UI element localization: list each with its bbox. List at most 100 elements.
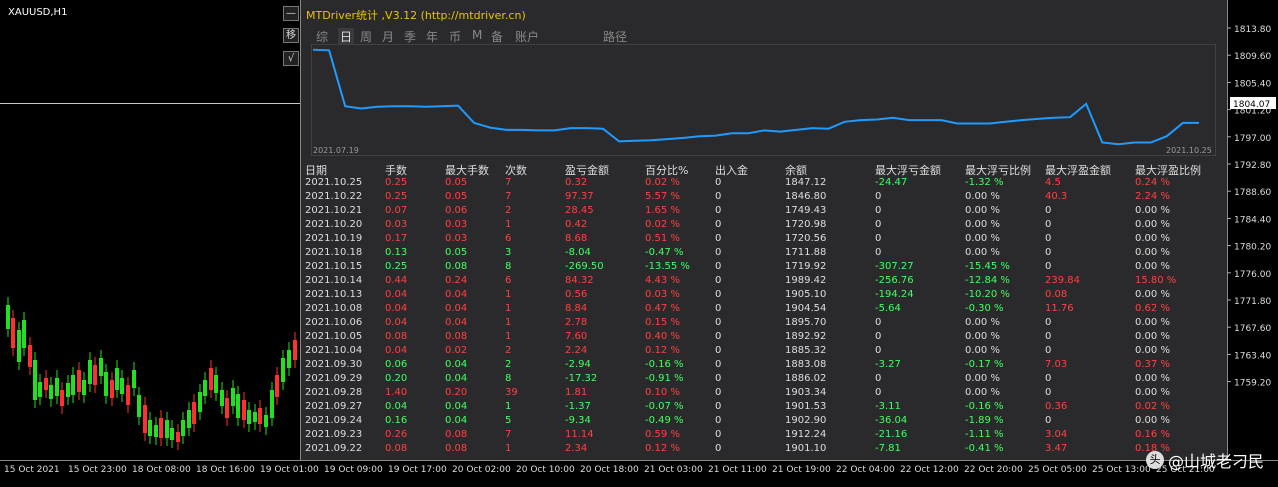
table-cell: 0 [1045, 205, 1052, 216]
tab-item[interactable]: 账户 [515, 30, 540, 44]
tab-item[interactable]: 年 [426, 30, 439, 44]
tab-item[interactable]: 综 [316, 30, 329, 44]
table-cell: 0.00 % [965, 247, 1000, 258]
candle-body [220, 390, 224, 406]
time-tick-label: 20 Oct 18:00 [580, 465, 639, 475]
tab-item[interactable]: 周 [360, 30, 373, 44]
table-cell: 0.02 % [645, 177, 680, 188]
table-cell: 7 [505, 177, 512, 188]
panel-title: MTDriver统计 ,V3.12 (http://mtdriver.cn) [306, 9, 526, 22]
table-cell: 0.04 [445, 401, 468, 412]
time-tick-label: 25 Oct 13:00 [1092, 465, 1151, 475]
stats-panel: MTDriver统计 ,V3.12 (http://mtdriver.cn) 综… [301, 0, 1227, 460]
table-cell: 0 [875, 247, 882, 258]
table-cell: 2021.09.27 [305, 401, 363, 412]
time-tick-label: 19 Oct 17:00 [388, 465, 447, 475]
table-cell: 2021.10.18 [305, 247, 363, 258]
table-cell: 0.04 [445, 373, 468, 384]
table-cell: 0 [875, 317, 882, 328]
tab-item[interactable]: 备 [491, 30, 504, 44]
table-cell: 0.00 % [965, 219, 1000, 230]
table-cell: -0.16 % [965, 401, 1004, 412]
table-cell: 0 [875, 233, 882, 244]
table-cell: 0.08 [385, 331, 408, 342]
table-cell: 0.04 [385, 317, 408, 328]
candle-body [77, 370, 81, 392]
horizontal-line[interactable] [0, 103, 300, 104]
table-cell: -0.07 % [645, 401, 684, 412]
table-cell: 1903.34 [785, 387, 827, 398]
table-cell: -17.32 [565, 373, 598, 384]
price-tick-label: 1792.80 [1234, 161, 1271, 171]
candle-body [66, 383, 70, 397]
tab-item[interactable]: 日 [338, 28, 355, 45]
candle-body [281, 358, 285, 382]
candle-body [187, 410, 191, 428]
tab-item[interactable]: 季 [404, 30, 417, 44]
table-cell: -3.11 [875, 401, 901, 412]
table-cell: 15.80 % [1135, 275, 1177, 286]
table-cell: -0.91 % [645, 373, 684, 384]
table-cell: 0.04 [445, 289, 468, 300]
table-cell: 0.05 [445, 247, 468, 258]
table-cell: 0.05 [445, 191, 468, 202]
table-cell: 0 [715, 331, 722, 342]
price-tick-label: 1813.80 [1234, 25, 1271, 35]
table-cell: -194.24 [875, 289, 914, 300]
minimize-button[interactable]: — [283, 6, 299, 21]
table-cell: 0.04 [385, 289, 408, 300]
tab-item[interactable]: 路径 [603, 30, 628, 44]
column-header: 手数 [385, 164, 407, 177]
candle-body [6, 305, 10, 329]
equity-chart: 2021.07.19 2021.10.25 [311, 44, 1216, 156]
table-cell: 0.08 [1045, 289, 1068, 300]
table-cell: 0.03 [445, 219, 468, 230]
time-tick-label: 18 Oct 08:00 [132, 465, 191, 475]
table-cell: 2021.10.19 [305, 233, 363, 244]
table-cell: 40.3 [1045, 191, 1068, 202]
tab-item[interactable]: M [472, 28, 483, 42]
time-tick-label: 22 Oct 12:00 [900, 465, 959, 475]
check-button[interactable]: √ [283, 51, 299, 66]
symbol-label: XAUUSD,H1 [8, 7, 68, 18]
table-cell: 0.00 % [1135, 289, 1170, 300]
equity-line [312, 48, 1199, 146]
table-cell: 2 [505, 205, 512, 216]
price-tick-label: 1759.20 [1234, 379, 1271, 389]
column-header: 余额 [785, 164, 807, 177]
tab-item[interactable]: 月 [382, 30, 395, 44]
tab-item[interactable]: 币 [449, 30, 462, 44]
price-tick-label: 1771.80 [1234, 297, 1271, 307]
table-cell: 0 [875, 205, 882, 216]
table-cell: 1749.43 [785, 205, 827, 216]
table-cell: 0.51 % [645, 233, 680, 244]
equity-end-date: 2021.10.25 [1166, 146, 1212, 155]
table-cell: 239.84 [1045, 275, 1080, 286]
table-cell: 0.00 % [1135, 331, 1170, 342]
table-cell: 7.60 [565, 331, 588, 342]
table-cell: 0.13 [385, 247, 408, 258]
candle-body [88, 360, 92, 384]
candle-body [176, 432, 180, 442]
table-cell: 0 [715, 275, 722, 286]
candle-body [132, 370, 136, 388]
table-cell: 2021.10.08 [305, 303, 363, 314]
table-cell: 2021.10.05 [305, 331, 363, 342]
candle-body [192, 402, 196, 424]
table-cell: 2 [505, 345, 512, 356]
table-cell: 1905.10 [785, 289, 827, 300]
table-cell: 0 [715, 205, 722, 216]
table-cell: 0 [875, 345, 882, 356]
table-cell: 0 [715, 401, 722, 412]
table-cell: 0 [715, 317, 722, 328]
price-chart[interactable]: XAUUSD,H1 [0, 0, 301, 460]
candle-body [55, 378, 59, 396]
table-cell: 5 [505, 415, 512, 426]
move-button[interactable]: 移 [283, 28, 299, 43]
table-cell: 0.08 [445, 331, 468, 342]
table-cell: 2.78 [565, 317, 588, 328]
candle-body [49, 385, 53, 399]
candle-body [293, 340, 297, 360]
table-cell: 0.62 % [1135, 303, 1170, 314]
current-price-label: 1804.07 [1233, 100, 1270, 110]
